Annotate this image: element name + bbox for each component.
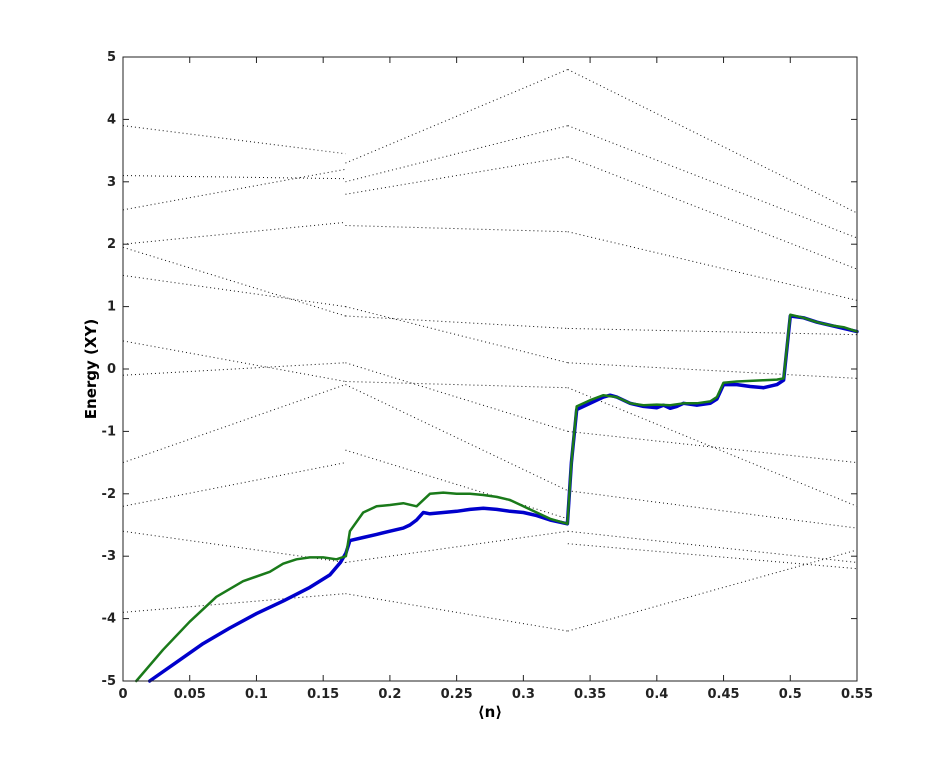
spectrum-band (122, 530, 346, 563)
spectrum-band (345, 449, 568, 520)
x-tick-label: 0.2 (378, 687, 401, 702)
spectrum-band (567, 430, 858, 464)
spectrum-band (345, 362, 568, 432)
x-tick-label: 0.3 (512, 687, 535, 702)
y-tick-label: -5 (102, 674, 116, 689)
y-tick-label: 0 (107, 362, 116, 377)
x-tick-label: 0.4 (645, 687, 668, 702)
x-tick-label: 0.55 (841, 687, 873, 702)
spectrum-band (122, 168, 346, 211)
spectrum-band (122, 340, 346, 382)
y-tick-label: -1 (102, 424, 116, 439)
series-line-green (135, 313, 859, 683)
spectrum-band (345, 69, 568, 164)
x-tick-label: 0.15 (307, 687, 339, 702)
x-tick-label: 0.5 (779, 687, 802, 702)
x-axis-label: ⟨n⟩ (478, 703, 502, 721)
x-tick-label: 0.45 (708, 687, 740, 702)
spectrum-bands (122, 69, 858, 632)
y-tick-label: 2 (107, 237, 116, 252)
y-tick-label: -4 (102, 612, 116, 627)
spectrum-band (567, 327, 858, 336)
spectrum-band (122, 274, 346, 308)
y-tick-label: 1 (107, 300, 116, 315)
y-tick-label: -3 (102, 549, 116, 564)
x-tick-label: 0.25 (441, 687, 473, 702)
spectrum-band (567, 543, 858, 570)
y-axis-label: Energy (XY) (82, 319, 100, 419)
spectrum-band (122, 462, 346, 507)
spectrum-band (345, 530, 568, 563)
spectrum-band (567, 530, 858, 563)
y-tick-label: 5 (107, 50, 116, 65)
spectrum-band (122, 125, 346, 155)
series-lines (135, 313, 859, 683)
spectrum-band (122, 246, 346, 317)
x-tick-label: 0.05 (174, 687, 206, 702)
spectrum-band (345, 156, 568, 195)
axis-ticks: 0 0.05 0.1 0.15 0.2 0.25 0.3 0.35 0.4 0.45 0.5 0.55… (102, 50, 873, 702)
spectrum-band (567, 387, 858, 507)
y-tick-label: 3 (107, 175, 116, 190)
spectrum-band (345, 593, 568, 632)
spectrum-band (567, 362, 858, 379)
spectrum-band (567, 231, 858, 301)
y-tick-label: 4 (107, 112, 116, 127)
x-tick-label: 0.1 (245, 687, 268, 702)
x-tick-label: 0 (118, 687, 127, 702)
spectrum-band (122, 384, 346, 464)
spectrum-band (567, 490, 858, 529)
x-tick-label: 0.35 (574, 687, 606, 702)
y-tick-label: -2 (102, 487, 116, 502)
